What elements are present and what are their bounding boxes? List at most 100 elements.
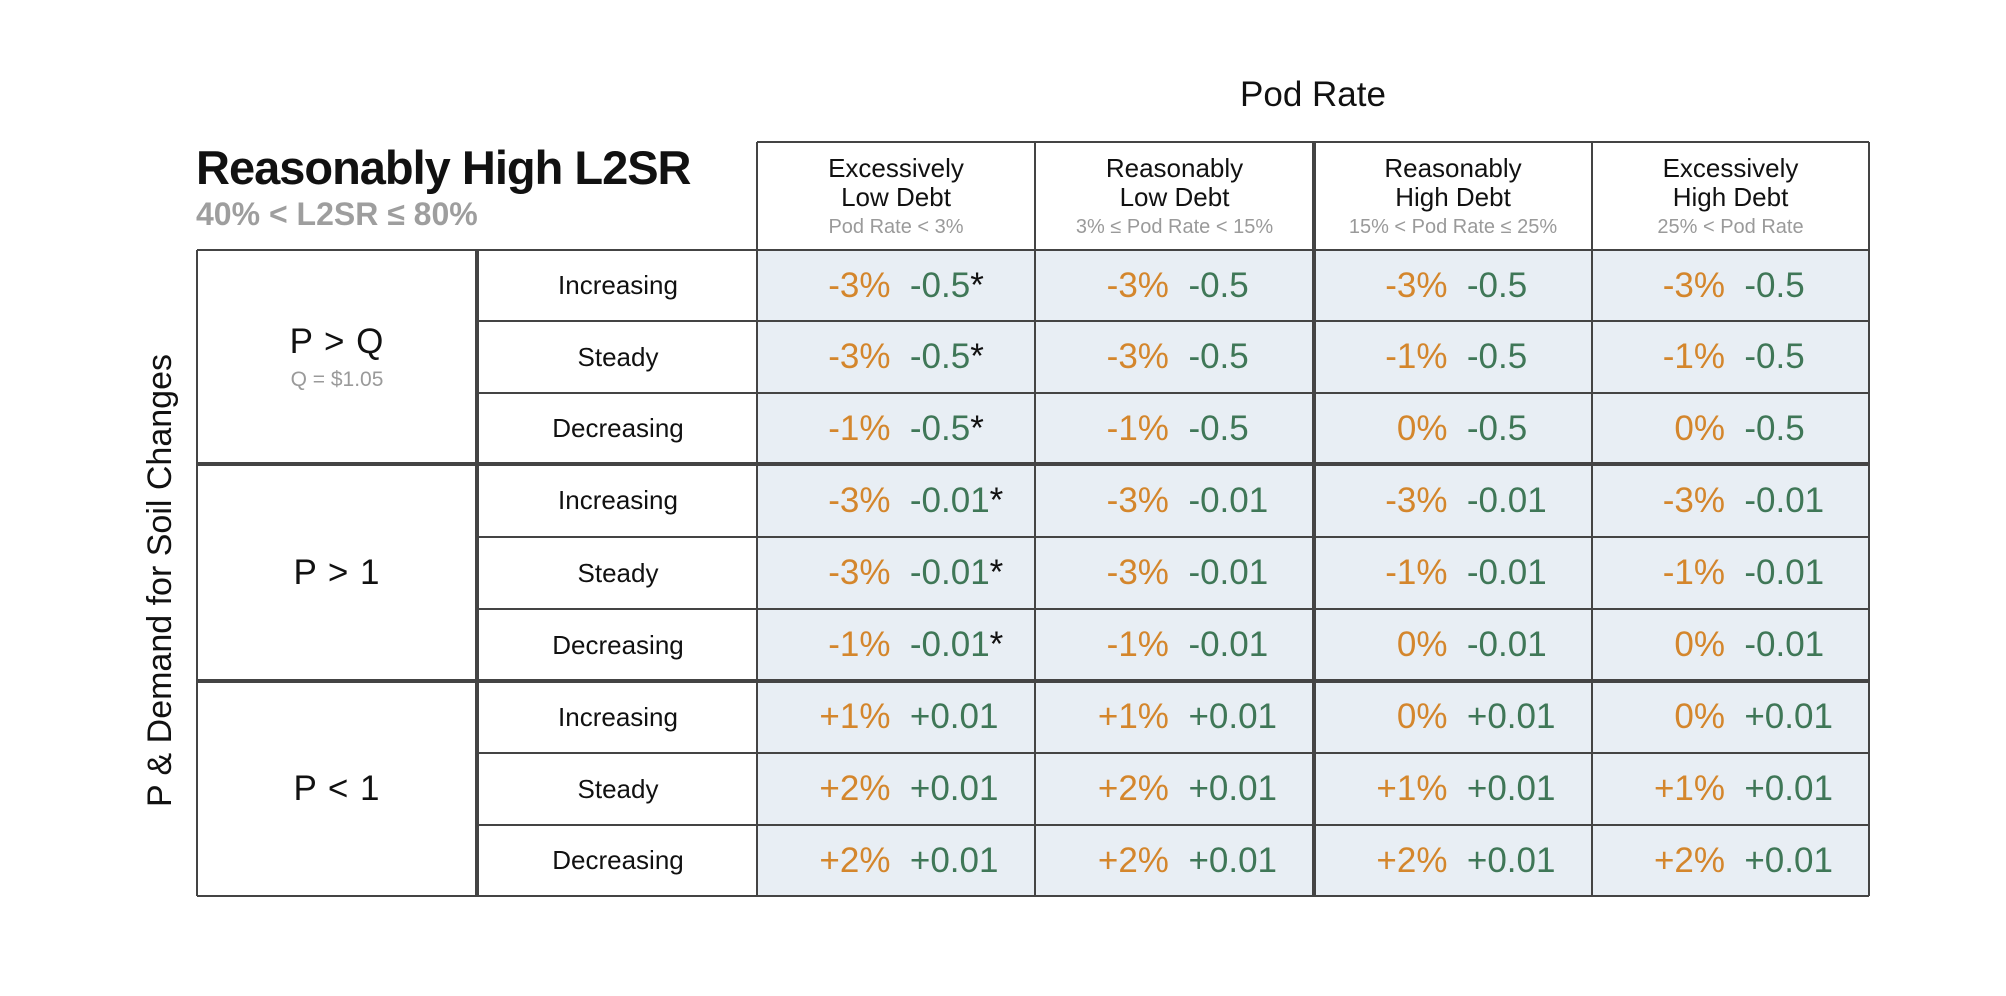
amount-value-text: +0.01: [909, 840, 999, 880]
column-header-line1: Reasonably: [1384, 152, 1522, 183]
amount-value-text: +0.01: [1188, 697, 1277, 736]
table-cell: +1% +0.01: [1314, 753, 1592, 825]
data-band-2: [1314, 250, 1592, 896]
table-cell: -3% -0.5: [1592, 250, 1869, 321]
amount-value-text: -0.5: [1188, 408, 1249, 448]
percent-change-value: -1%: [1106, 625, 1169, 664]
data-band-0: [757, 250, 1035, 896]
table-cell: -3% -0.01: [1035, 537, 1314, 609]
table-cell: +1% +0.01: [1592, 753, 1869, 825]
amount-change-value: +0.01: [1744, 697, 1833, 737]
percent-change-value: -3%: [1106, 480, 1169, 520]
percent-change-value: -3%: [1385, 480, 1448, 520]
row-divider: [477, 536, 1869, 538]
table-cell: 0% +0.01: [1314, 681, 1592, 753]
amount-change-value: -0.01: [1467, 553, 1547, 593]
amount-change-value: -0.5*: [910, 409, 984, 449]
amount-value-text: -0.01: [1466, 553, 1547, 592]
row-divider: [197, 895, 1869, 897]
amount-change-value: -0.01: [1188, 625, 1268, 665]
amount-change-value: +0.01: [910, 769, 999, 809]
amount-change-value: +0.01: [1467, 697, 1556, 737]
amount-value-text: -0.5: [909, 265, 971, 305]
column-header: Reasonably High Debt 15% < Pod Rate ≤ 25%: [1314, 142, 1592, 250]
amount-value-text: -0.5: [1744, 408, 1805, 448]
percent-change-value: +1%: [1097, 697, 1169, 736]
column-divider: [196, 250, 198, 896]
table-cell: -1% -0.01: [1314, 537, 1592, 609]
amount-value-text: -0.01: [909, 480, 990, 520]
percent-change-value: 0%: [1396, 408, 1448, 448]
percent-change-value: +2%: [1376, 840, 1448, 880]
amount-value-text: +0.01: [1744, 769, 1833, 808]
amount-value-text: -0.5: [1744, 337, 1805, 376]
page-title: Reasonably High L2SR: [196, 141, 692, 194]
row-axis-label: P & Demand for Soil Changes: [140, 353, 179, 807]
amount-change-value: -0.01*: [910, 553, 1003, 593]
percent-change-value: -1%: [1385, 553, 1448, 592]
percent-change-value: +2%: [819, 769, 891, 808]
percent-change-value: -1%: [1106, 408, 1169, 448]
row-divider: [477, 752, 1869, 754]
percent-change-value: -3%: [1662, 480, 1725, 520]
amount-change-value: -0.01: [1188, 553, 1268, 593]
amount-value-text: +0.01: [1744, 840, 1833, 880]
amount-value-text: +0.01: [1188, 840, 1277, 880]
table-cell: 0% -0.5: [1314, 393, 1592, 464]
percent-change-value: -1%: [1662, 337, 1725, 376]
column-divider: [1312, 142, 1316, 896]
table-cell: -3% -0.5: [1314, 250, 1592, 321]
table-cell: +2% +0.01: [1592, 825, 1869, 896]
table-cell: -3% -0.01*: [757, 464, 1035, 537]
percent-change-value: +1%: [1653, 769, 1725, 808]
amount-change-value: -0.01: [1467, 625, 1547, 665]
amount-change-value: +0.01: [910, 697, 999, 737]
data-band-3: [1592, 250, 1869, 896]
amount-change-value: -0.5: [1188, 409, 1248, 449]
amount-change-value: -0.01: [1467, 481, 1547, 521]
column-header-line2: High Debt: [1395, 181, 1511, 212]
amount-value-text: -0.5: [1188, 265, 1249, 305]
row-axis-label-wrap: P & Demand for Soil Changes: [133, 330, 187, 830]
percent-change-value: +2%: [1097, 840, 1169, 880]
group-label: P > 1: [197, 464, 477, 681]
amount-value-text: -0.5: [909, 337, 971, 376]
table-cell: -1% -0.5: [1035, 393, 1314, 464]
group-label: P < 1: [197, 681, 477, 896]
percent-change-value: -3%: [1106, 337, 1169, 376]
table-cell: -3% -0.5: [1035, 250, 1314, 321]
table-cell: -3% -0.5*: [757, 321, 1035, 393]
amount-value-text: -0.01: [909, 625, 990, 664]
table-cell: -1% -0.5*: [757, 393, 1035, 464]
asterisk-note-marker: *: [970, 337, 984, 376]
table-cell: 0% -0.01: [1314, 609, 1592, 681]
row-divider: [197, 462, 1869, 466]
amount-change-value: -0.01: [1188, 481, 1268, 521]
trend-label: Steady: [577, 341, 659, 372]
amount-value-text: -0.5: [1466, 408, 1528, 448]
row-divider: [477, 320, 1869, 322]
amount-value-text: -0.01: [1466, 480, 1547, 520]
column-divider: [1868, 142, 1870, 896]
percent-change-value: +2%: [819, 840, 891, 880]
amount-value-text: +0.01: [1466, 769, 1556, 808]
title-block: Reasonably High L2SR 40% < L2SR ≤ 80%: [196, 140, 716, 240]
trend-label: Increasing: [558, 701, 678, 732]
amount-change-value: -0.5: [1188, 266, 1248, 306]
column-axis-label: Pod Rate: [1240, 75, 1386, 114]
amount-change-value: +0.01: [910, 841, 999, 881]
trend-label: Steady: [577, 773, 659, 804]
percent-change-value: -1%: [828, 408, 891, 448]
amount-change-value: -0.5: [1188, 337, 1248, 377]
group-label: P > Q Q = $1.05: [197, 250, 477, 464]
amount-value-text: -0.5: [909, 408, 971, 448]
trend-label: Increasing: [558, 485, 678, 515]
amount-value-text: +0.01: [1466, 840, 1556, 880]
table-cell: 0% +0.01: [1592, 681, 1869, 753]
amount-change-value: +0.01: [1188, 841, 1277, 881]
table-cell: +2% +0.01: [1314, 825, 1592, 896]
amount-change-value: -0.5*: [910, 337, 984, 377]
table-cell: -1% -0.01: [1592, 537, 1869, 609]
amount-change-value: -0.01: [1744, 481, 1824, 521]
row-divider: [477, 608, 1869, 610]
